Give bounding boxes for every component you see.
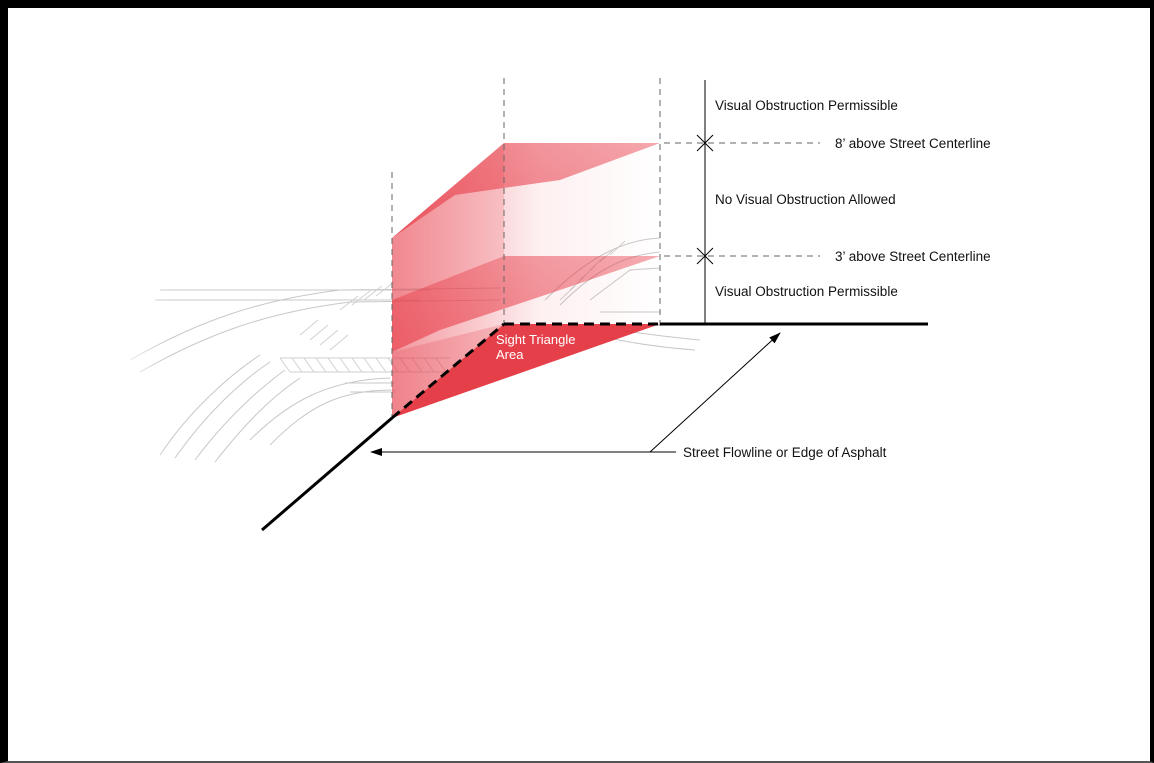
flowline-leader: [370, 332, 781, 456]
label-8ft-above-centerline: 8’ above Street Centerline: [835, 136, 991, 151]
label-sight-triangle-line1: Sight Triangle: [496, 332, 576, 347]
label-street-flowline: Street Flowline or Edge of Asphalt: [683, 445, 887, 460]
label-visual-obstruction-permissible-top: Visual Obstruction Permissible: [715, 98, 898, 113]
height-leader-lines: [664, 142, 820, 257]
label-visual-obstruction-permissible-bottom: Visual Obstruction Permissible: [715, 284, 898, 299]
street-flowline: [261, 322, 928, 532]
label-no-visual-obstruction: No Visual Obstruction Allowed: [715, 192, 896, 207]
height-dimension: [696, 80, 714, 324]
fade-overlay: [100, 230, 300, 480]
label-3ft-above-centerline: 3’ above Street Centerline: [835, 249, 991, 264]
label-sight-triangle-line2: Area: [496, 347, 524, 362]
sight-triangle-volume: [392, 143, 660, 418]
vertical-guide-lines: [391, 78, 661, 420]
sight-triangle-area: [392, 324, 660, 418]
